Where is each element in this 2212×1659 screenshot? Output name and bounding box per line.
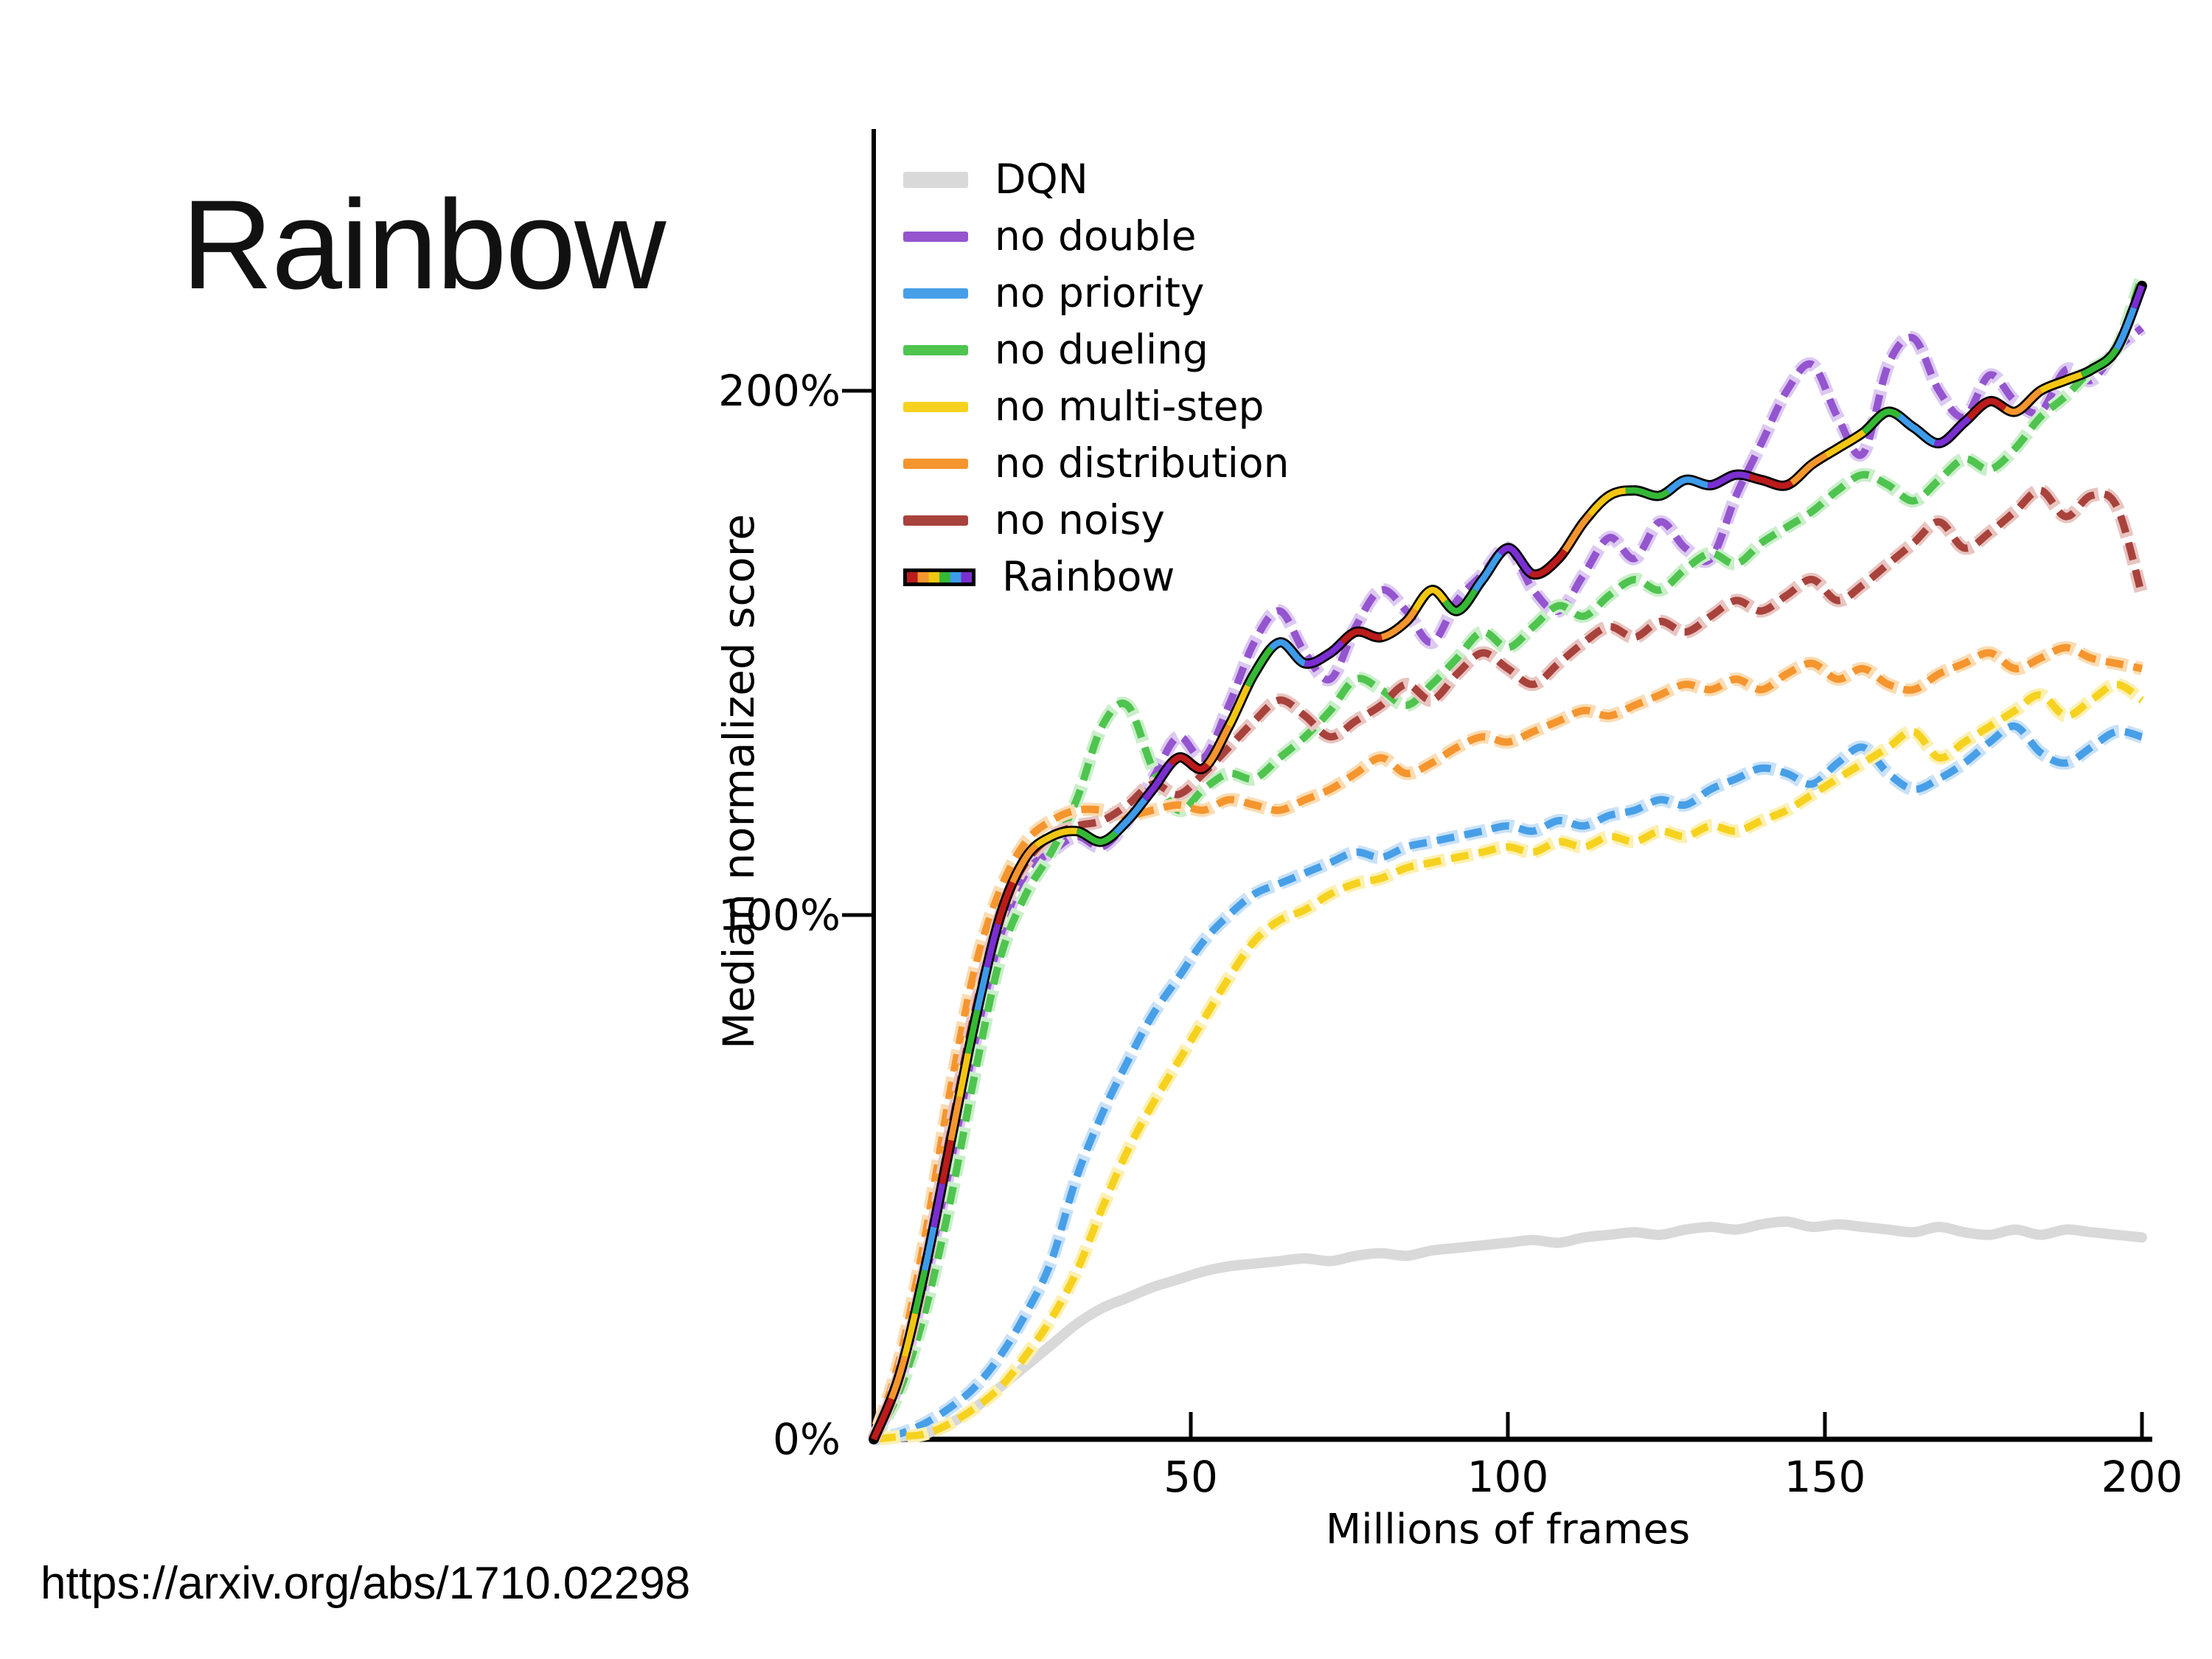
y-tick-label: 100% <box>718 890 841 940</box>
slide-title: Rainbow <box>181 174 666 316</box>
series-line-no double <box>870 324 2145 1441</box>
series-line-rainbow-segment <box>871 285 2145 1441</box>
series-line-DQN <box>869 1216 2147 1444</box>
series-halo-no multi-step <box>873 678 2146 1446</box>
chart-legend: DQN no double no priority no dueling no mult… <box>903 151 1289 605</box>
legend-swatch <box>903 458 968 469</box>
series-line-no priority <box>872 722 2143 1443</box>
series-line-no multi-step <box>873 681 2144 1443</box>
source-url: https://arxiv.org/abs/1710.02298 <box>41 1558 691 1609</box>
legend-item-no-double: no double <box>903 208 1289 265</box>
legend-item-no-distribution: no distribution <box>903 435 1289 492</box>
y-tick-label: 200% <box>718 366 841 416</box>
legend-swatch <box>903 515 968 526</box>
legend-swatch <box>903 231 968 242</box>
legend-swatch <box>903 401 968 412</box>
series-line-rainbow-segment <box>871 285 2145 1441</box>
x-tick-label: 150 <box>1784 1452 1866 1502</box>
series-halo-no noisy <box>867 484 2149 1442</box>
x-axis-label: Millions of frames <box>1325 1506 1691 1554</box>
legend-label: no double <box>995 212 1197 260</box>
legend-swatch <box>903 288 968 299</box>
legend-label: no multi-step <box>995 383 1265 430</box>
legend-item-no-noisy: no noisy <box>903 492 1289 549</box>
x-tick-label: 100 <box>1467 1452 1549 1502</box>
series-line-no distribution <box>870 644 2143 1441</box>
series-line-no dueling <box>870 274 2146 1441</box>
legend-swatch <box>903 568 975 586</box>
series-line-no noisy <box>870 487 2146 1441</box>
legend-swatch <box>903 171 968 188</box>
y-tick-label: 0% <box>772 1414 841 1464</box>
legend-label: no distribution <box>995 439 1290 487</box>
legend-item-rainbow: Rainbow <box>903 549 1289 605</box>
legend-label: Rainbow <box>1002 553 1175 600</box>
legend-item-no-dueling: no dueling <box>903 321 1289 378</box>
legend-swatch <box>903 344 968 355</box>
x-tick-label: 200 <box>2101 1452 2183 1502</box>
y-axis-label: Median normalized score <box>714 514 764 1049</box>
legend-label: no noisy <box>995 496 1165 543</box>
legend-label: no priority <box>995 269 1205 316</box>
legend-label: DQN <box>995 156 1088 203</box>
legend-item-no-multi-step: no multi-step <box>903 378 1289 435</box>
x-tick-label: 50 <box>1164 1452 1218 1502</box>
legend-label: no dueling <box>995 326 1208 373</box>
legend-item-no-priority: no priority <box>903 265 1289 321</box>
legend-item-dqn: DQN <box>903 151 1289 208</box>
